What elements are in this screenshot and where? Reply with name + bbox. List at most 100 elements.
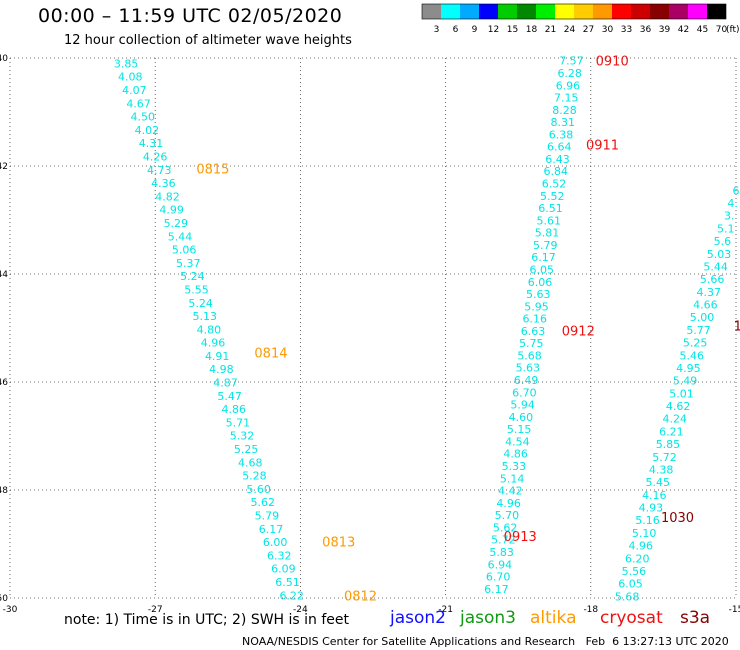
- colorbar-label: 24: [564, 25, 576, 35]
- wave-height-value: 5.25: [234, 443, 259, 456]
- wave-height-value: 6.22: [279, 589, 304, 602]
- colorbar-label: 70: [716, 25, 728, 35]
- wave-height-value: 5.60: [246, 483, 271, 496]
- wave-height-value: 5.6: [714, 235, 732, 248]
- wave-height-value: 6.38: [549, 128, 574, 141]
- colorbar-label: 39: [659, 25, 671, 35]
- pass-time-label: 0815: [196, 163, 229, 178]
- wave-height-value: 4.91: [205, 350, 230, 363]
- wave-height-value: 7.57: [559, 55, 584, 68]
- colorbar-label: 6: [453, 25, 459, 35]
- wave-height-value: 4.93: [639, 502, 664, 515]
- wave-height-value: 5.62: [493, 521, 518, 534]
- wave-height-value: 5.68: [615, 590, 640, 603]
- wave-height-value: 5.61: [537, 214, 562, 227]
- wave-height-value: 6.70: [486, 571, 511, 584]
- wave-height-value: 5.28: [242, 470, 267, 483]
- wave-height-value: 5.85: [656, 438, 681, 451]
- wave-height-value: 6.00: [263, 536, 288, 549]
- wave-height-value: 4.96: [628, 540, 653, 553]
- wave-height-value: 5.55: [184, 283, 209, 296]
- wave-height-value: 5.77: [686, 324, 711, 337]
- wave-height-value: 6.16: [523, 313, 548, 326]
- pass-time-label: 0913: [504, 530, 537, 545]
- wave-height-value: 4.80: [197, 323, 222, 336]
- pass-time-label: 0812: [344, 589, 377, 604]
- wave-height-value: 4.73: [147, 164, 172, 177]
- wave-height-value: 5.72: [491, 534, 516, 547]
- x-tick-label: -18: [583, 605, 598, 615]
- wave-height-value: 4.66: [693, 299, 718, 312]
- wave-height-value: 5.33: [502, 460, 527, 473]
- wave-height-value: 6.49: [514, 374, 539, 387]
- colorbar-swatch: [479, 4, 498, 19]
- wave-height-value: 6.05: [530, 263, 555, 276]
- wave-height-value: 5.94: [510, 399, 535, 412]
- wave-height-value: 5.37: [176, 257, 201, 270]
- y-tick-label: -46: [0, 378, 8, 388]
- colorbar-swatch: [441, 4, 460, 19]
- wave-height-value: 6.64: [547, 141, 572, 154]
- legend-s3a: s3a: [680, 608, 711, 628]
- wave-height-value: 6.96: [556, 79, 581, 92]
- wave-height-value: 5.01: [669, 387, 694, 400]
- colorbar-swatch: [517, 4, 536, 19]
- pass-time-label: 0911: [586, 138, 619, 153]
- wave-height-value: 4.36: [151, 177, 176, 190]
- wave-height-value: 4.60: [509, 411, 534, 424]
- colorbar-label: 18: [526, 25, 538, 35]
- wave-height-value: 4.07: [122, 84, 147, 97]
- legend-jason3: jason3: [460, 608, 516, 628]
- colorbar-swatch: [460, 4, 479, 19]
- wave-height-value: 6.20: [625, 552, 650, 565]
- wave-height-value: 4.98: [209, 363, 234, 376]
- x-tick-label: -24: [293, 605, 308, 615]
- wave-height-value: 4.87: [213, 377, 238, 390]
- wave-height-value: 6.63: [521, 325, 546, 338]
- wave-height-value: 6.51: [275, 576, 300, 589]
- wave-height-value: 5.1: [717, 222, 735, 235]
- colorbar-label: 3: [434, 25, 440, 35]
- colorbar-swatch: [688, 4, 707, 19]
- wave-height-value: 5.10: [632, 527, 657, 540]
- wave-height-value: 3.: [724, 210, 735, 223]
- wave-height-value: 4.82: [155, 190, 180, 203]
- wave-height-value: 6.09: [271, 563, 296, 576]
- y-tick-label: -48: [0, 486, 8, 496]
- wave-height-value: 4.42: [498, 485, 523, 498]
- wave-height-value: 5.56: [622, 565, 647, 578]
- wave-height-value: 4.86: [503, 448, 528, 461]
- wave-height-value: 5.52: [540, 190, 565, 203]
- wave-height-value: 4.02: [135, 124, 160, 137]
- wave-height-value: 6: [733, 184, 740, 197]
- wave-height-value: 5.03: [707, 248, 732, 261]
- wave-height-value: 5.72: [652, 451, 677, 464]
- satellite-track: 64.3.5.15.65.035.445.664.374.665.005.775…: [615, 184, 740, 603]
- wave-height-value: 5.00: [690, 311, 715, 324]
- colorbar-label: 12: [488, 25, 499, 35]
- colorbar-swatch: [650, 4, 669, 19]
- wave-height-value: 5.71: [226, 416, 251, 429]
- wave-height-value: 5.25: [683, 337, 708, 350]
- wave-height-value: 3.85: [114, 57, 139, 70]
- pass-time-label: 0814: [254, 346, 287, 361]
- wave-height-value: 5.15: [507, 423, 532, 436]
- pass-time-label: 1030: [661, 511, 694, 526]
- wave-height-value: 4.62: [666, 400, 691, 413]
- colorbar-label: 15: [507, 25, 518, 35]
- x-tick-label: -27: [148, 605, 163, 615]
- x-tick-label: -21: [438, 605, 453, 615]
- wave-height-value: 6.51: [538, 202, 563, 215]
- wave-height-value: 5.63: [526, 288, 551, 301]
- y-tick-label: -44: [0, 270, 8, 280]
- wave-height-value: 5.70: [495, 509, 520, 522]
- colorbar-swatch: [707, 4, 726, 19]
- wave-height-value: 4.31: [139, 137, 164, 150]
- wave-height-value: 6.32: [267, 549, 292, 562]
- wave-height-value: 4.96: [201, 337, 226, 350]
- wave-height-value: 4.50: [130, 111, 155, 124]
- x-tick-label: -30: [3, 605, 18, 615]
- wave-height-value: 5.16: [635, 514, 660, 527]
- wave-height-value: 6.43: [545, 153, 570, 166]
